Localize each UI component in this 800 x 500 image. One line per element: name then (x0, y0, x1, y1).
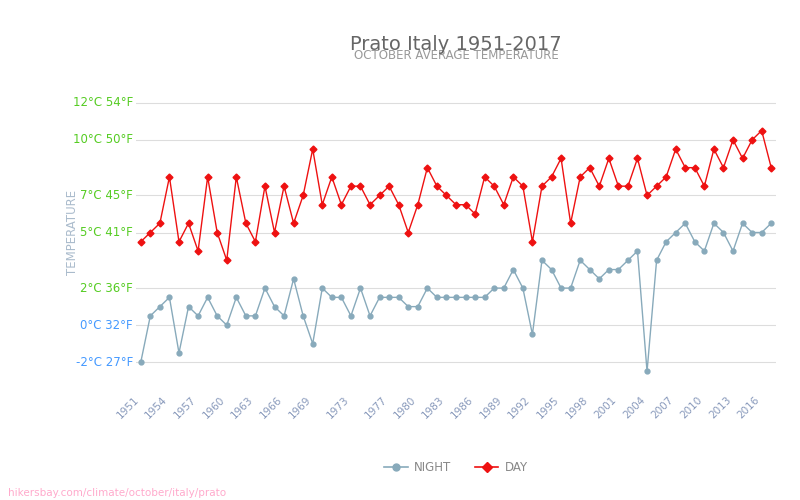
Text: TEMPERATURE: TEMPERATURE (66, 190, 78, 275)
Text: 0°C 32°F: 0°C 32°F (80, 318, 133, 332)
Text: 7°C 45°F: 7°C 45°F (80, 189, 133, 202)
Text: hikersbay.com/climate/october/italy/prato: hikersbay.com/climate/october/italy/prat… (8, 488, 226, 498)
Text: 2°C 36°F: 2°C 36°F (80, 282, 133, 294)
Text: 12°C 54°F: 12°C 54°F (73, 96, 133, 110)
Title: Prato Italy 1951-2017: Prato Italy 1951-2017 (350, 35, 562, 54)
Text: OCTOBER AVERAGE TEMPERATURE: OCTOBER AVERAGE TEMPERATURE (354, 50, 558, 62)
Text: -2°C 27°F: -2°C 27°F (75, 356, 133, 368)
Legend: NIGHT, DAY: NIGHT, DAY (380, 456, 532, 478)
Text: 5°C 41°F: 5°C 41°F (80, 226, 133, 239)
Text: 10°C 50°F: 10°C 50°F (73, 134, 133, 146)
